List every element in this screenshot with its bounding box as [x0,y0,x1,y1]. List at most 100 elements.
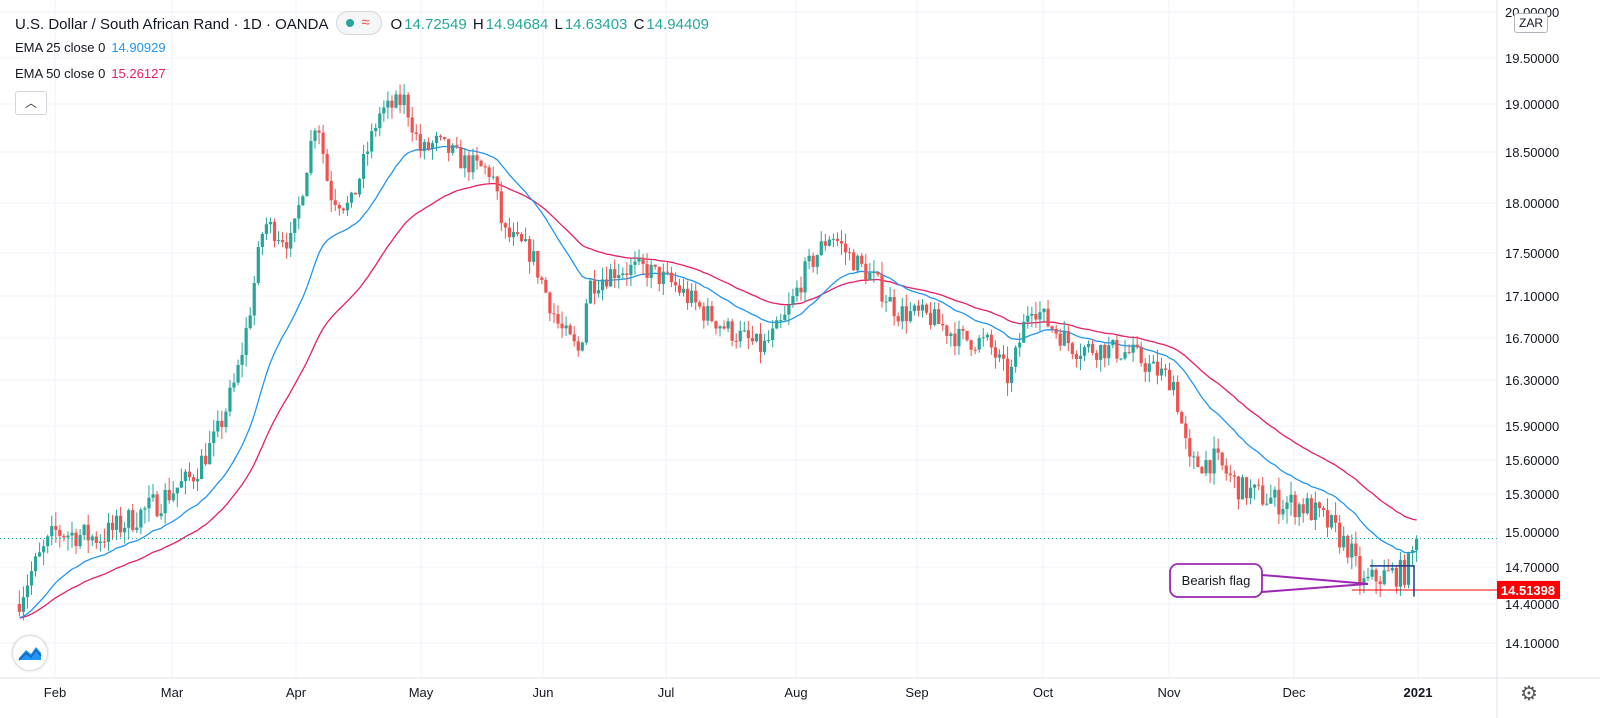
candle-body [843,243,848,253]
candle-body [1232,475,1236,477]
candle-body [580,342,584,351]
y-tick-label: 18.00000 [1505,196,1559,211]
candle-body [102,541,107,543]
candle-body [1317,502,1322,508]
candle-body [848,252,852,254]
x-tick-label: Feb [44,685,66,700]
candle-body [224,411,228,428]
candle-body [410,117,414,133]
candle-body [576,341,580,351]
candle-body [661,271,665,285]
candle-body [742,330,746,332]
candle-body [94,536,98,543]
symbol-title[interactable]: U.S. Dollar / South African Rand · 1D · … [15,15,329,33]
candle-body [119,515,123,533]
candle-body [795,287,799,297]
candle-body [896,316,900,322]
candle-body [212,431,216,444]
currency-badge[interactable]: ZAR [1514,13,1548,33]
candle-body [434,135,439,144]
ema25-legend[interactable]: EMA 25 close 0 14.90929 [15,40,166,55]
candle-body [1066,331,1070,344]
candle-body [1131,344,1135,353]
candle-body [495,176,499,192]
candle-body [625,273,629,275]
candle-body [738,330,742,342]
candle-body [62,535,66,538]
candle-body [1220,452,1224,466]
candle-body [1192,456,1196,458]
candle-body [74,532,78,547]
candle-body [799,287,803,293]
candle-body [58,529,62,536]
candle-body [1350,543,1354,558]
candle-body [1095,352,1099,360]
x-tick-label: Jun [533,685,554,700]
candle-body [540,277,544,280]
candle-body [920,304,925,311]
candle-body [305,173,309,197]
candle-body [1325,510,1330,528]
candle-body [325,153,329,181]
collapse-legend-button[interactable]: ︿ [15,91,47,115]
candle-body [438,135,443,138]
candle-body [29,571,34,586]
candle-body [499,191,503,224]
candle-body [1176,381,1180,412]
high-value: 14.94684 [485,15,549,33]
ema-50-line [19,182,1417,619]
x-tick-label: May [409,685,434,700]
status-pill[interactable]: ≈ [336,11,383,35]
candle-body [1334,515,1338,523]
candle-body [1390,568,1394,571]
bearish-flag-annotation[interactable]: Bearish flag [1169,563,1415,598]
candle-body [649,264,653,278]
candle-body [264,224,269,234]
y-tick-label: 15.00000 [1505,525,1559,540]
candle-body [888,297,892,302]
candle-body [386,100,390,108]
time-axis[interactable]: Feb Mar Apr May Jun Jul Aug Sep Oct Nov Dec 2021 [44,685,1433,700]
candle-body [856,255,860,271]
price-tag-label: 14.51398 [1501,583,1555,598]
candle-body [548,292,552,314]
candle-body [1062,331,1066,346]
price-lines: 14.51398 [0,538,1560,599]
candle-body [1014,347,1018,367]
ema50-legend[interactable]: EMA 50 close 0 15.26127 [15,66,166,81]
candle-body [1362,578,1366,584]
candle-body [285,242,289,249]
candle-body [767,339,771,341]
candle-body [50,526,54,537]
candle-body [941,323,945,326]
tradingview-logo-icon[interactable] [13,636,47,670]
candle-body [362,153,366,179]
candle-body [807,255,811,262]
candle-body [256,247,260,284]
candle-body [1042,308,1046,313]
candle-body [953,333,957,347]
candle-body [815,255,819,267]
candle-body [1244,477,1249,499]
candle-body [1196,456,1200,467]
candle-body [1091,343,1095,353]
symbol-legend: U.S. Dollar / South African Rand · 1D · … [15,11,711,38]
candle-body [536,251,540,278]
y-tick-label: 14.10000 [1505,636,1559,651]
candle-body [532,251,536,262]
candle-body [127,510,131,528]
candle-body [544,279,548,293]
ema25-value: 14.90929 [111,40,166,55]
candle-body [1038,312,1042,320]
candle-body [135,527,139,530]
gear-icon[interactable]: ⚙ [1520,683,1538,705]
candle-body [337,204,341,209]
candle-body [1026,315,1030,322]
candle-body [1329,515,1334,528]
candle-body [872,272,876,274]
candle-body [1018,342,1022,348]
candle-body [187,471,192,478]
candle-body [771,328,775,340]
candle-body [908,311,912,322]
